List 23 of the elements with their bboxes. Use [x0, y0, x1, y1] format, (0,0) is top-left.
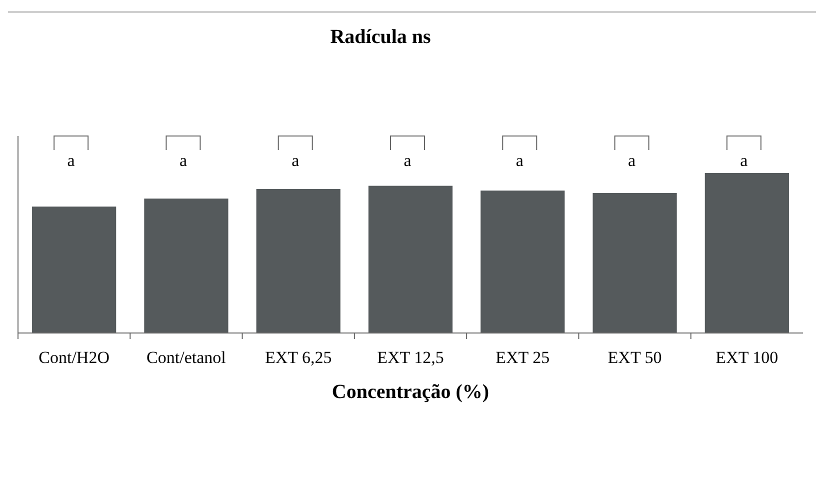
bar: [368, 186, 453, 333]
x-axis-title: Concentração (%): [332, 381, 490, 403]
x-tick-label: Cont/H2O: [38, 348, 110, 367]
text: a: [740, 151, 748, 170]
x-tick-label: Cont/etanol: [146, 348, 226, 367]
text: a: [67, 151, 76, 170]
x-tick-label: EXT 12,5: [377, 348, 444, 367]
x-tick-label: EXT 25: [496, 348, 550, 367]
bar: [256, 189, 340, 333]
chart-title: Radícula ns: [330, 26, 432, 48]
text: a: [516, 151, 524, 170]
bar: [32, 206, 116, 333]
text: a: [628, 151, 636, 170]
bar: [480, 190, 565, 333]
x-tick-label: EXT 6,25: [264, 348, 332, 367]
text: a: [404, 151, 412, 170]
bar: [704, 173, 789, 333]
text: a: [292, 151, 300, 170]
x-tick-label: EXT 100: [716, 348, 778, 367]
text: a: [179, 151, 188, 170]
x-tick-label: EXT 50: [608, 348, 662, 367]
bar: [144, 198, 228, 333]
bar: [592, 193, 677, 333]
